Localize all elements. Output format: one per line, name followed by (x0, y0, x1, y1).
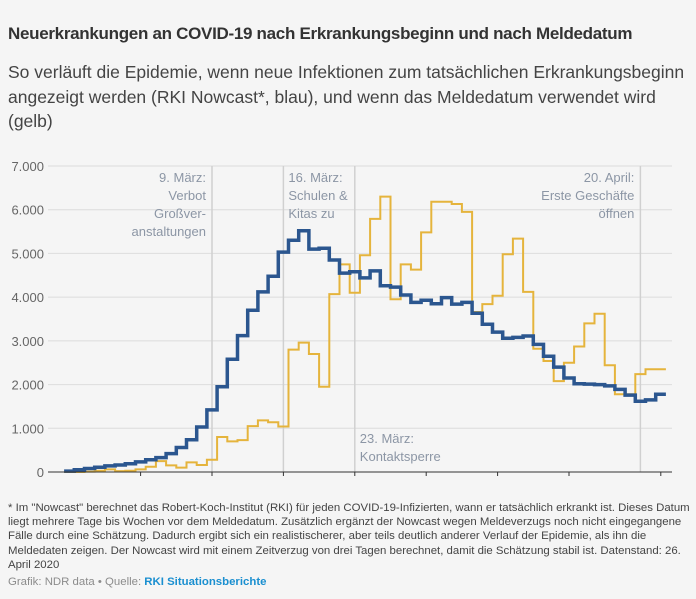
series-nowcast-line (64, 228, 666, 473)
y-tick-label: 7.000 (11, 159, 44, 174)
annotation-text: 16. März: (288, 170, 342, 185)
annotation-text: öffnen (598, 206, 634, 221)
annotation-text: Verbot (168, 188, 206, 203)
annotation-text: Großver- (154, 206, 206, 221)
annotation-text: Kontaktsperre (360, 449, 441, 464)
credit-line: Grafik: NDR data • Quelle: RKI Situation… (8, 576, 266, 588)
annotation-text: Erste Geschäfte (541, 188, 634, 203)
annotation-text: 23. März: (360, 431, 414, 446)
y-tick-label: 2.000 (11, 378, 44, 393)
footnote: * Im "Nowcast" berechnet das Robert-Koch… (8, 502, 690, 571)
y-tick-label: 6.000 (11, 203, 44, 218)
chart-subtitle: So verläuft die Epidemie, wenn neue Infe… (8, 62, 685, 131)
y-tick-label: 4.000 (11, 290, 44, 305)
source-link[interactable]: RKI Situationsberichte (144, 576, 267, 588)
credit-prefix: Grafik: NDR data • Quelle: (8, 576, 145, 588)
y-tick-label: 0 (37, 465, 44, 480)
chart: 0 1.000 2.000 3.000 4.000 5.000 6.000 7.000 9. … (11, 159, 672, 480)
chart-title: Neuerkrankungen an COVID-19 nach Erkrank… (8, 24, 633, 43)
annotation-text: Kitas zu (288, 206, 334, 221)
annotation-text: Schulen & (288, 188, 348, 203)
y-tick-label: 1.000 (11, 421, 44, 436)
annotation-text: 9. März: (159, 170, 206, 185)
annotation-text: 20. April: (584, 170, 635, 185)
y-tick-label: 3.000 (11, 334, 44, 349)
annotation-text: anstaltungen (132, 224, 206, 239)
y-tick-label: 5.000 (11, 246, 44, 261)
